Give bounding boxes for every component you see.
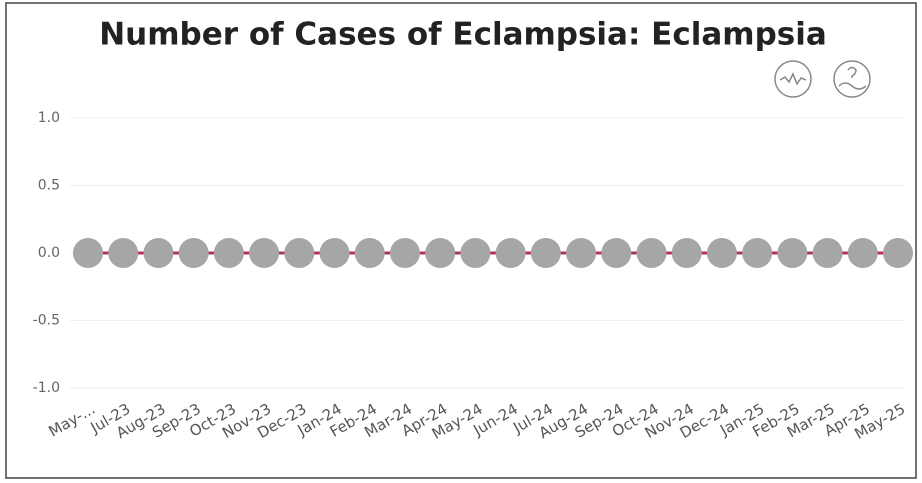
data-point — [847, 238, 878, 268]
data-point — [249, 238, 280, 268]
data-point — [671, 238, 702, 268]
y-tick-label: 0.5 — [38, 178, 60, 194]
data-point — [319, 238, 350, 268]
icon-anomaly[interactable] — [774, 60, 812, 98]
data-point — [460, 238, 491, 268]
data-point — [530, 238, 561, 268]
data-point — [883, 238, 913, 268]
data-point — [495, 238, 526, 268]
data-point — [425, 238, 456, 268]
y-tick-label: 1.0 — [38, 110, 60, 126]
data-point — [777, 238, 808, 268]
data-point — [354, 238, 385, 268]
data-point — [213, 238, 244, 268]
data-point — [742, 238, 773, 268]
data-point — [389, 238, 420, 268]
y-tick-label: -1.0 — [33, 380, 60, 396]
data-point — [566, 238, 597, 268]
data-point — [178, 238, 209, 268]
chart-title: Number of Cases of Eclampsia: Eclampsia — [99, 17, 827, 53]
data-point — [601, 238, 632, 268]
y-tick-label: -0.5 — [33, 313, 60, 329]
data-point — [143, 238, 174, 268]
y-tick-label: 0.0 — [38, 245, 60, 261]
data-point — [108, 238, 139, 268]
data-point — [636, 238, 667, 268]
data-point — [812, 238, 843, 268]
data-point — [73, 238, 103, 268]
data-point — [284, 238, 315, 268]
data-point — [706, 238, 737, 268]
icon-help[interactable] — [833, 60, 871, 98]
